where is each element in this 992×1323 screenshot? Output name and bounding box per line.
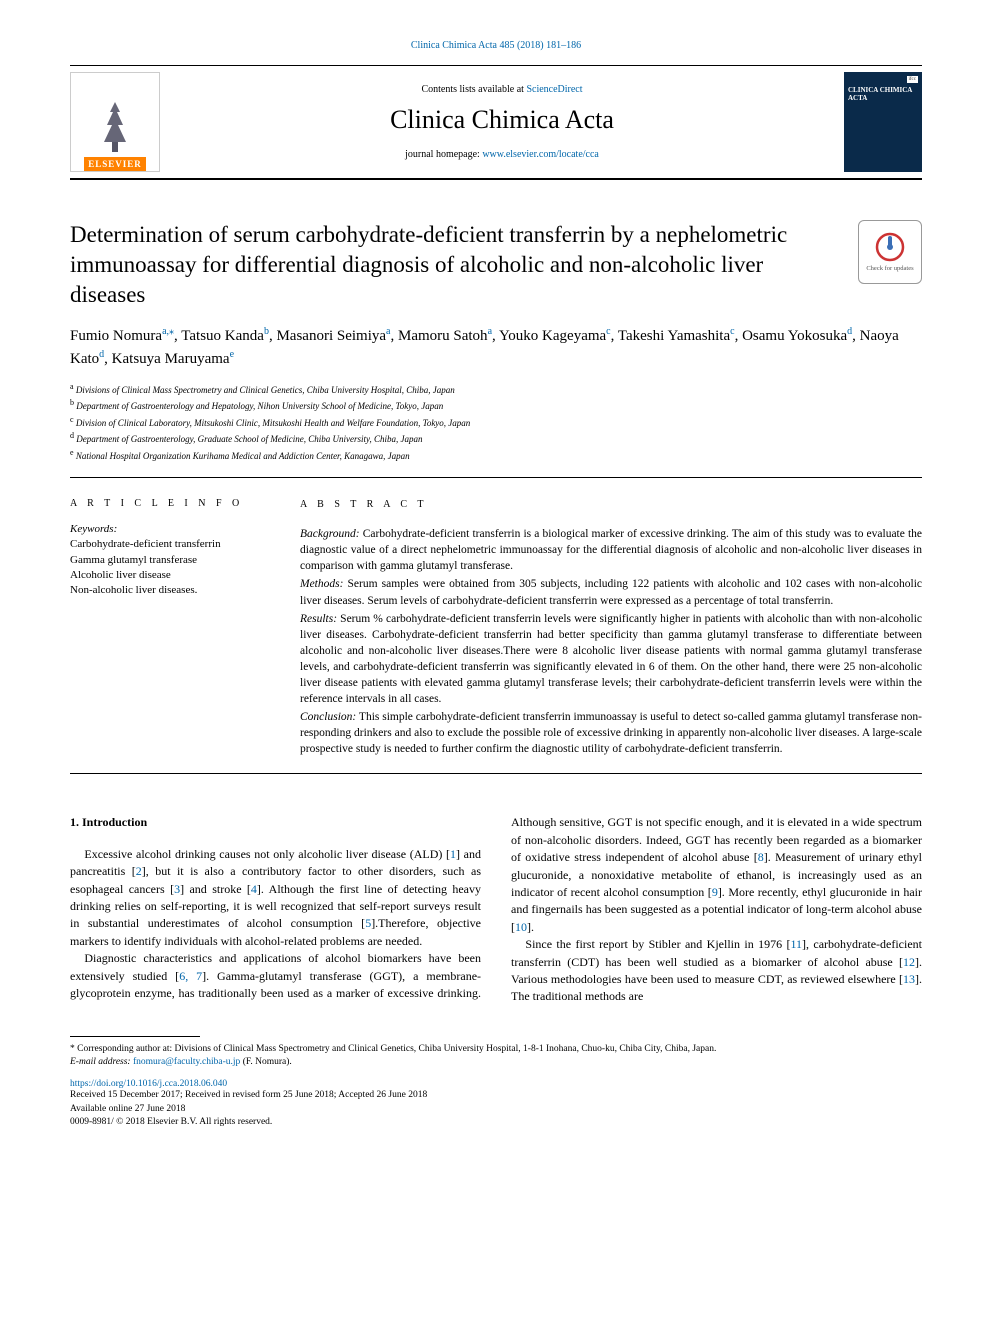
copyright-line: 0009-8981/ © 2018 Elsevier B.V. All righ…: [70, 1116, 922, 1129]
cover-ifcc-badge: ifcc: [907, 76, 919, 83]
abstract-column: A B S T R A C T Background: Carbohydrate…: [300, 498, 922, 759]
journal-homepage-link[interactable]: www.elsevier.com/locate/cca: [482, 149, 599, 160]
homepage-prefix: journal homepage:: [405, 149, 482, 160]
abstract-background: Background: Carbohydrate-deficient trans…: [300, 526, 922, 574]
divider: [70, 477, 922, 478]
abstract-results-text: Serum % carbohydrate-deficient transferr…: [300, 613, 922, 705]
email-label: E-mail address:: [70, 1057, 131, 1067]
abstract-background-text: Carbohydrate-deficient transferrin is a …: [300, 528, 922, 572]
corresponding-text: * Corresponding author at: Divisions of …: [70, 1043, 922, 1056]
abstract-conclusion: Conclusion: This simple carbohydrate-def…: [300, 709, 922, 757]
elsevier-logo: ELSEVIER: [70, 72, 160, 172]
divider: [70, 773, 922, 774]
body-paragraph: Since the first report by Stibler and Kj…: [511, 936, 922, 1006]
elsevier-tree-icon: [90, 97, 140, 157]
sciencedirect-link[interactable]: ScienceDirect: [526, 84, 582, 95]
available-online: Available online 27 June 2018: [70, 1103, 922, 1116]
email-suffix: (F. Nomura).: [243, 1057, 292, 1067]
check-for-updates-badge[interactable]: Check for updates: [858, 220, 922, 284]
header-citation: Clinica Chimica Acta 485 (2018) 181–186: [70, 40, 922, 51]
abstract-results: Results: Serum % carbohydrate-deficient …: [300, 611, 922, 708]
intro-heading: 1. Introduction: [70, 814, 481, 831]
abstract-background-label: Background:: [300, 528, 360, 540]
abstract-methods: Methods: Serum samples were obtained fro…: [300, 576, 922, 608]
masthead: ELSEVIER Contents lists available at Sci…: [70, 65, 922, 180]
authors-list: Fumio Nomuraa,⁎, Tatsuo Kandab, Masanori…: [70, 324, 922, 371]
abstract-methods-text: Serum samples were obtained from 305 sub…: [300, 578, 922, 606]
journal-cover-thumbnail: ifcc CLINICA CHIMICA ACTA: [844, 72, 922, 172]
abstract-conclusion-label: Conclusion:: [300, 711, 356, 723]
doi-link[interactable]: https://doi.org/10.1016/j.cca.2018.06.04…: [70, 1079, 227, 1089]
check-updates-label: Check for updates: [866, 265, 913, 272]
body-paragraph: Excessive alcohol drinking causes not on…: [70, 846, 481, 950]
corresponding-author-note: * Corresponding author at: Divisions of …: [70, 1043, 922, 1070]
affiliations-list: a Divisions of Clinical Mass Spectrometr…: [70, 381, 922, 464]
keywords-label: Keywords:: [70, 523, 270, 535]
body-two-column: 1. Introduction Excessive alcohol drinki…: [70, 814, 922, 1005]
article-history: Received 15 December 2017; Received in r…: [70, 1089, 922, 1102]
check-updates-icon: [875, 232, 905, 262]
abstract-results-label: Results:: [300, 613, 337, 625]
abstract-label: A B S T R A C T: [300, 498, 922, 512]
cover-title-text: CLINICA CHIMICA ACTA: [848, 87, 918, 102]
journal-title: Clinica Chimica Acta: [170, 105, 834, 135]
elsevier-wordmark: ELSEVIER: [84, 157, 146, 171]
masthead-center: Contents lists available at ScienceDirec…: [170, 84, 834, 160]
article-title: Determination of serum carbohydrate-defi…: [70, 220, 838, 310]
abstract-conclusion-text: This simple carbohydrate-deficient trans…: [300, 711, 922, 755]
contents-prefix: Contents lists available at: [421, 84, 526, 95]
article-info-label: A R T I C L E I N F O: [70, 498, 270, 509]
corresponding-email-link[interactable]: fnomura@faculty.chiba-u.jp: [133, 1057, 240, 1067]
article-info-column: A R T I C L E I N F O Keywords: Carbohyd…: [70, 498, 270, 759]
abstract-methods-label: Methods:: [300, 578, 343, 590]
keywords-list: Carbohydrate-deficient transferrinGamma …: [70, 537, 270, 599]
journal-homepage-line: journal homepage: www.elsevier.com/locat…: [170, 149, 834, 160]
contents-available-line: Contents lists available at ScienceDirec…: [170, 84, 834, 95]
footer-divider: [70, 1036, 200, 1037]
